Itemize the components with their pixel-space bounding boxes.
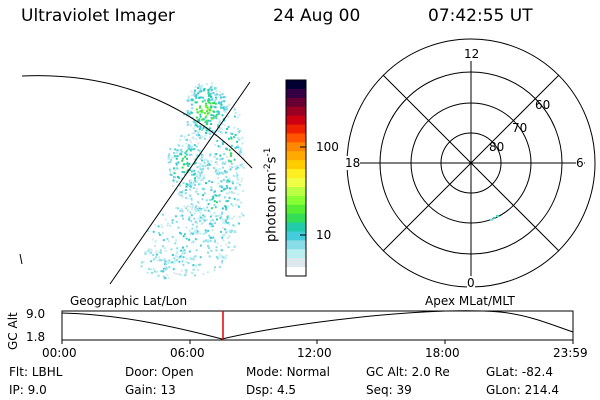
polar-aurora-patch	[490, 215, 499, 221]
mlt-label-6: 6	[576, 156, 584, 170]
colorbar-label-10: 10	[316, 228, 332, 242]
colorbar-segment	[286, 249, 306, 259]
info-gc-alt: GC Alt: 2.0 Re	[366, 365, 450, 379]
polar-diag-2	[382, 74, 560, 252]
polar-plot	[346, 38, 596, 288]
geographic-label: Geographic Lat/Lon	[70, 294, 188, 308]
colorbar-segment	[286, 151, 306, 161]
mlt-label-12: 12	[464, 47, 480, 61]
info-ip: IP: 9.0	[9, 383, 47, 397]
colorbar-segment	[286, 240, 306, 250]
colorbar-segment	[286, 222, 306, 233]
colorbar-segment	[286, 115, 306, 126]
colorbar-segment	[286, 133, 306, 143]
apex-label: Apex MLat/MLT	[425, 294, 515, 308]
timeline-ticks	[61, 340, 574, 344]
mlt-label-18: 18	[345, 156, 361, 170]
colorbar-segment	[286, 97, 306, 108]
info-flt: Flt: LBHL	[9, 365, 63, 379]
colorbar-segment	[286, 213, 306, 224]
timeline-axis-title: GC Alt	[6, 312, 20, 350]
x-tick-1200: 12:00	[297, 346, 332, 360]
colorbar-segment	[286, 258, 306, 268]
lat-label-70: 70	[512, 121, 528, 135]
x-tick-0000: 00:00	[42, 346, 77, 360]
colorbar-segment	[286, 204, 306, 215]
timeline-frame	[61, 310, 574, 341]
lat-label-80: 80	[489, 140, 505, 154]
x-tick-1800: 18:00	[425, 346, 460, 360]
colorbar-segment	[286, 231, 306, 241]
colorbar-segment	[286, 186, 306, 197]
colorbar-segment	[286, 106, 306, 117]
colorbar-segment	[286, 195, 306, 206]
colorbar-segment	[286, 124, 306, 135]
colorbar-segment	[286, 178, 306, 188]
info-gain: Gain: 13	[125, 383, 176, 397]
info-seq: Seq: 39	[366, 383, 412, 397]
colorbar-segment	[286, 142, 306, 152]
colorbar-unit-label: photon cm-2s-1	[263, 147, 280, 242]
colorbar-segment	[286, 80, 306, 90]
x-tick-2359: 23:59	[553, 346, 588, 360]
colorbar	[286, 80, 306, 277]
info-mode: Mode: Normal	[246, 365, 330, 379]
colorbar-segment	[286, 88, 306, 99]
colorbar-frame	[285, 79, 307, 277]
earth-limb-arc	[21, 75, 253, 169]
lat-label-60: 60	[535, 98, 551, 112]
x-tick-0600: 06:00	[170, 346, 205, 360]
info-glon: GLon: 214.4	[486, 383, 559, 397]
observation-date: 24 Aug 00	[273, 6, 361, 26]
mlt-label-0: 0	[467, 276, 475, 290]
observation-time: 07:42:55 UT	[428, 6, 533, 26]
y-label-low: 1.8	[26, 330, 46, 344]
info-glat: GLat: -82.4	[486, 365, 553, 379]
colorbar-segment	[286, 160, 306, 170]
colorbar-segment	[286, 267, 306, 277]
instrument-title: Ultraviolet Imager	[21, 6, 175, 26]
altitude-curve	[61, 310, 574, 340]
geographic-grid-line	[109, 81, 251, 285]
info-door: Door: Open	[125, 365, 194, 379]
colorbar-segment	[286, 169, 306, 179]
info-dsp: Dsp: 4.5	[246, 383, 297, 397]
left-tick-mark	[19, 253, 23, 265]
y-label-high: 9.0	[26, 307, 46, 321]
colorbar-label-100: 100	[316, 140, 339, 154]
